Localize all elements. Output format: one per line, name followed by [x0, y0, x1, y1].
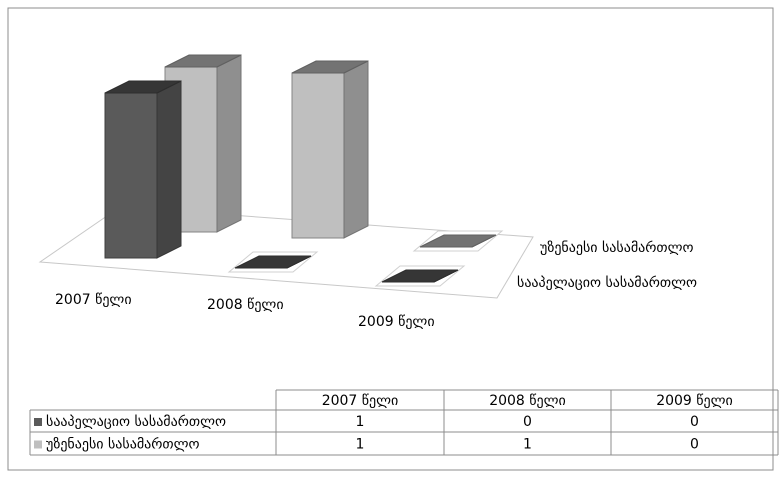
table-header: 2009 წელი	[656, 393, 733, 409]
bars	[104, 54, 504, 287]
table-header: 2007 წელი	[322, 393, 399, 409]
legend-label: სააპელაციო სასამართლო	[46, 413, 226, 430]
bar-front	[104, 92, 158, 259]
bar	[291, 60, 369, 239]
table-value: 0	[523, 414, 532, 430]
series-axis-label: უზენაესი სასამართლო	[540, 239, 694, 256]
bar-front	[291, 72, 345, 239]
table-header: 2008 წელი	[489, 393, 566, 409]
bar-top	[291, 60, 369, 74]
table-value: 1	[356, 437, 365, 453]
x-tick-label: 2007 წელი	[55, 292, 132, 308]
x-tick-label: 2009 წელი	[358, 314, 435, 330]
x-tick-label: 2008 წელი	[207, 297, 284, 313]
bar-side	[216, 54, 242, 233]
bar-top	[381, 269, 459, 283]
bar-top	[419, 234, 497, 248]
data-table: 2007 წელი 2008 წელი 2009 წელი სააპელაციო სა…	[29, 389, 779, 456]
table-value: 0	[690, 437, 699, 453]
bar-top	[164, 54, 242, 68]
table-value: 0	[690, 414, 699, 430]
table-value: 1	[356, 414, 365, 430]
bar	[227, 251, 319, 273]
bar-top	[104, 80, 182, 94]
legend-key	[34, 418, 42, 426]
legend-label: უზენაესი სასამართლო	[46, 436, 200, 453]
table-value: 1	[523, 437, 532, 453]
bar-side	[343, 60, 369, 239]
legend-key	[34, 440, 42, 449]
bar-top	[234, 255, 312, 269]
bar	[412, 230, 504, 252]
bar	[374, 265, 466, 287]
bar	[104, 80, 182, 259]
bar-side	[156, 80, 182, 259]
series-axis-label: სააპელაციო სასამართლო	[517, 274, 697, 291]
